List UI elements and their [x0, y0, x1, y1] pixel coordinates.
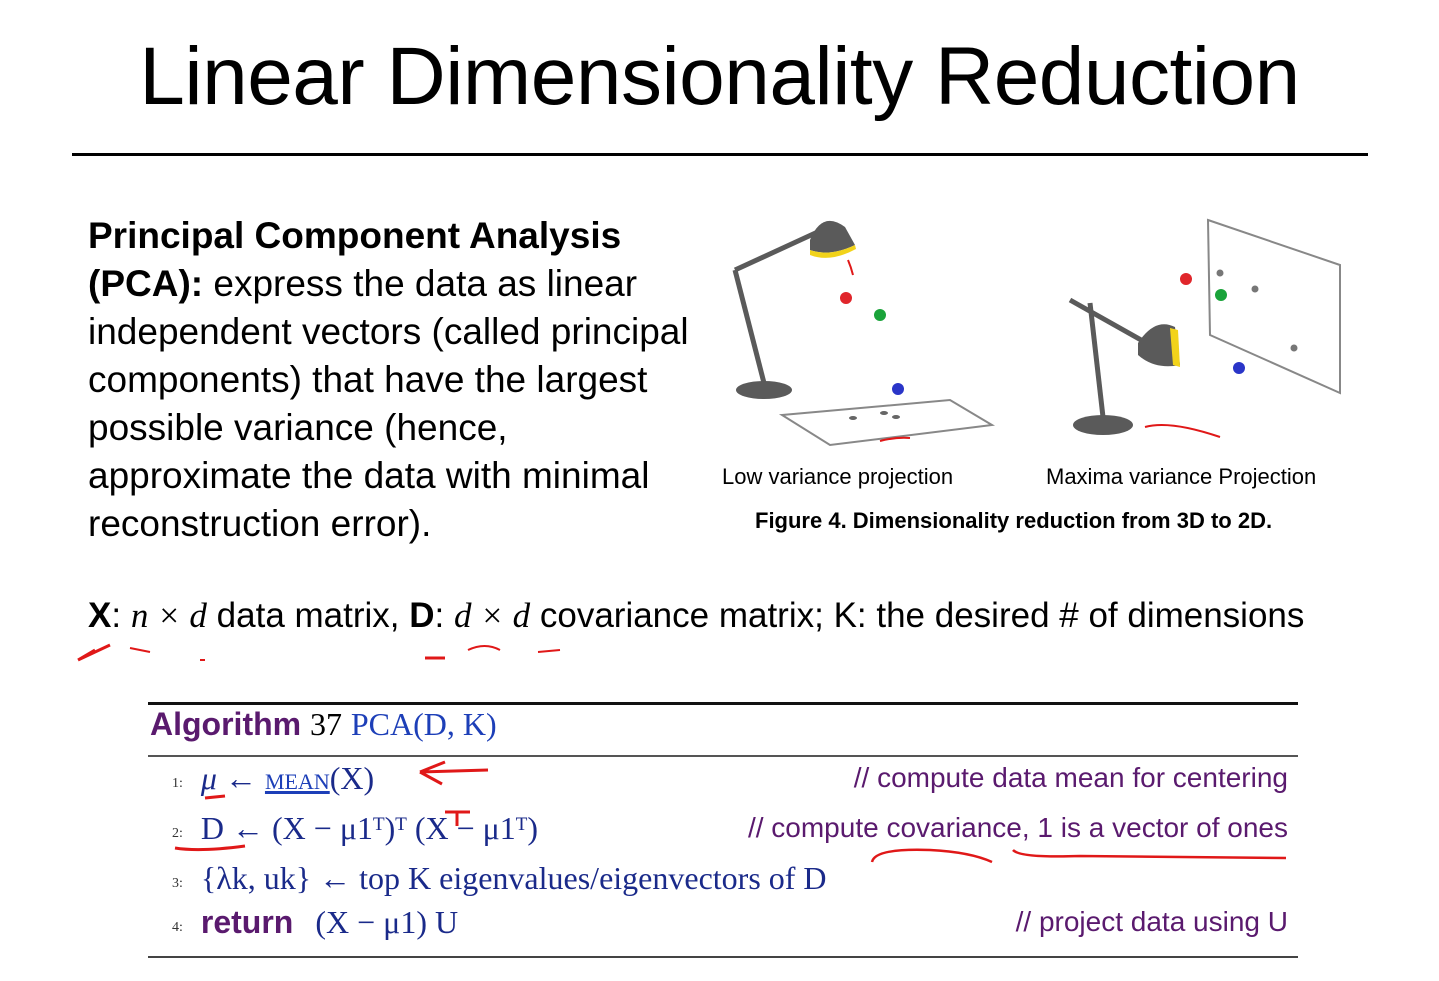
algorithm-keyword: Algorithm: [150, 706, 302, 742]
line-1-args: (X): [329, 760, 375, 796]
comment-line-1: // compute data mean for centering: [853, 762, 1288, 793]
left-green-ball: [874, 309, 886, 321]
pca-description: Principal Component Analysis (PCA): expr…: [88, 212, 708, 548]
x-dims: n × d: [130, 596, 207, 635]
projection-figure: [732, 218, 1341, 447]
d-dims: d × d: [454, 596, 531, 635]
left-annotation-mark: [847, 259, 854, 276]
algorithm-line-2: 2: D ← (X − μ1ᵀ)ᵀ (X − μ1ᵀ): [172, 810, 538, 847]
right-green-ball: [1215, 289, 1227, 301]
annotation-arrow-mean: [419, 760, 489, 786]
pca-body: express the data as linear independent v…: [88, 263, 689, 544]
low-variance-label: Low variance projection: [722, 464, 954, 489]
right-projection-plane: [1206, 218, 1341, 395]
line-2-code: D ← (X − μ1ᵀ)ᵀ (X − μ1ᵀ): [200, 810, 539, 846]
right-lamp-base: [1073, 415, 1133, 435]
line-number: 2:: [172, 826, 183, 841]
annotation-dash-4: [537, 649, 561, 653]
line-number: 1:: [172, 776, 183, 791]
notation-line: X: n × d data matrix, D: d × d covarianc…: [88, 596, 1305, 635]
algorithm-line-3: 3: {λk, uk} ← top K eigenvalues/eigenvec…: [172, 860, 827, 897]
annotation-arrow-x: [77, 643, 111, 662]
algorithm-number: 37: [309, 706, 342, 742]
left-lamp-scene: [732, 220, 996, 447]
algorithm-top-rule: [148, 702, 1298, 705]
return-keyword: return: [200, 904, 294, 940]
left-blue-ball: [892, 383, 904, 395]
annotation-arc: [467, 645, 501, 651]
algorithm-bottom-rule: [148, 956, 1298, 958]
algorithm-line-1: 1: μ ← mean(X): [172, 760, 374, 797]
left-lamp-arm-lower: [732, 269, 767, 384]
title-divider: [72, 153, 1368, 156]
line-3-code: {λk, uk} ← top K eigenvalues/eigenvector…: [200, 860, 827, 896]
algorithm-header: Algorithm 37 PCA(D, K): [150, 706, 497, 743]
line-number: 3:: [172, 876, 183, 891]
annotation-covariance-underline: [870, 848, 993, 864]
annotation-dash-1: [129, 647, 151, 653]
max-variance-label: Maxima variance Projection: [1046, 464, 1317, 489]
algorithm-header-rule: [148, 755, 1298, 757]
left-lamp-base: [736, 381, 792, 399]
left-shadow-2: [880, 411, 888, 415]
x-desc: data matrix,: [216, 596, 400, 635]
annotation-ones-underline: [1012, 849, 1287, 860]
d-desc: covariance matrix; K: the desired # of d…: [539, 596, 1305, 635]
left-shadow-1: [849, 416, 857, 420]
algorithm-line-4: 4: return (X − μ1) U: [172, 904, 458, 941]
right-red-ball: [1180, 273, 1192, 285]
right-lamp-scene: [1068, 218, 1341, 438]
right-lamp-head: [1138, 324, 1180, 367]
right-shadow-2: [1251, 285, 1259, 293]
d-symbol: D: [409, 596, 435, 635]
left-red-ball: [840, 292, 852, 304]
right-lamp-bulb: [1170, 328, 1180, 367]
right-blue-ball: [1233, 362, 1245, 374]
right-lamp-arm-upper: [1068, 297, 1152, 348]
left-lamp-head: [810, 220, 855, 253]
right-lamp-arm-lower: [1087, 302, 1106, 418]
pca-heading: Principal Component Analysis (PCA):: [88, 215, 622, 304]
line-number: 4:: [172, 920, 183, 935]
figure-caption: Figure 4. Dimensionality reduction from …: [755, 508, 1273, 533]
comment-line-4: // project data using U: [1015, 906, 1288, 937]
right-shadow-3: [1290, 344, 1298, 352]
left-shadow-3: [892, 415, 900, 419]
left-projection-plane: [778, 398, 996, 447]
algorithm-name: PCA(D, K): [350, 706, 497, 742]
left-annotation-underline: [879, 436, 911, 442]
comment-line-2: // compute covariance, 1 is a vector of …: [747, 812, 1288, 843]
x-symbol: X: [88, 596, 112, 635]
slide-title: Linear Dimensionality Reduction: [139, 31, 1300, 122]
right-shadow-1: [1216, 269, 1224, 277]
right-annotation-underline: [1144, 424, 1221, 438]
mean-function: mean: [264, 760, 330, 796]
left-lamp-bulb: [810, 245, 856, 258]
line-1-code: μ ←: [200, 760, 265, 796]
left-lamp-arm-upper: [733, 227, 824, 273]
line-4-code: (X − μ1) U: [315, 904, 459, 940]
